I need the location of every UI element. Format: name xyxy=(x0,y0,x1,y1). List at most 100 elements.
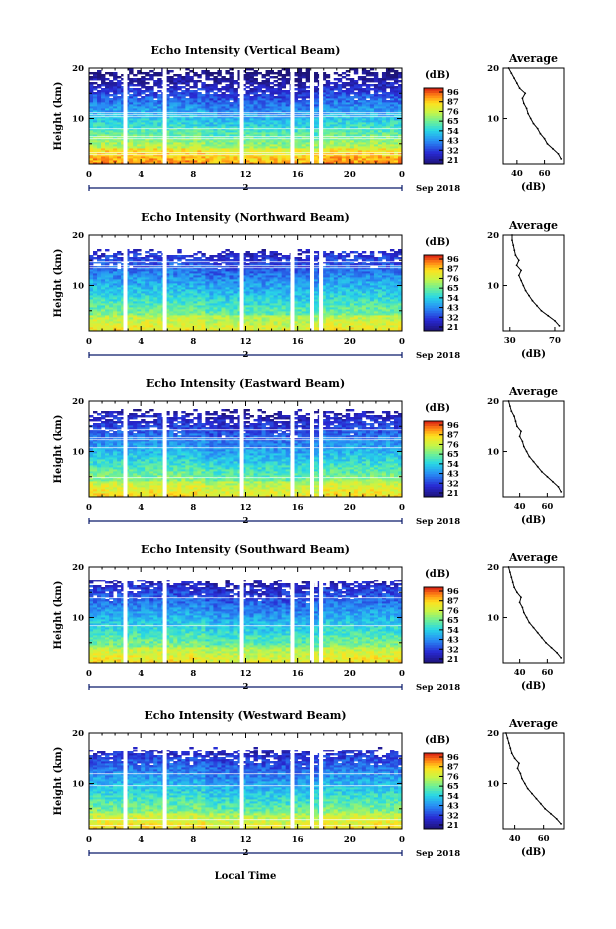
heatmap-cell xyxy=(369,148,375,151)
heatmap-cell xyxy=(253,130,258,133)
heatmap-cell xyxy=(253,160,258,163)
heatmap-cell xyxy=(329,112,335,115)
heatmap-cell xyxy=(253,108,258,111)
heatmap-cell xyxy=(109,106,114,109)
heatmap-cell xyxy=(277,132,283,135)
heatmap-cell xyxy=(97,158,102,161)
heatmap-cell xyxy=(365,100,371,103)
heatmap-cell xyxy=(281,90,287,93)
heatmap-cell xyxy=(137,114,142,117)
heatmap-cell xyxy=(373,132,379,135)
heatmap-cell xyxy=(281,140,287,143)
heatmap-cell xyxy=(157,162,162,165)
heatmap-cell xyxy=(213,154,218,157)
heatmap-cell xyxy=(209,110,214,113)
heatmap-cell xyxy=(225,94,230,97)
heatmap-cell xyxy=(101,116,106,119)
heatmap-cell xyxy=(141,128,146,131)
heatmap-cell xyxy=(137,98,142,101)
heatmap-cell xyxy=(377,154,383,157)
heatmap-cell xyxy=(261,130,266,133)
heatmap-cell xyxy=(281,126,287,129)
heatmap-cell xyxy=(305,142,311,145)
heatmap-cell xyxy=(325,112,331,115)
heatmap-cell xyxy=(165,120,170,123)
heatmap-cell xyxy=(325,116,331,119)
heatmap-cell xyxy=(321,152,327,155)
heatmap-cell xyxy=(185,140,190,143)
heatmap-cell xyxy=(385,82,391,85)
heatmap-cell xyxy=(117,106,122,109)
heatmap-cell xyxy=(337,120,343,123)
heatmap-cell xyxy=(181,162,186,165)
heatmap-cell xyxy=(345,140,351,143)
heatmap-cell xyxy=(301,82,307,85)
heatmap-cell xyxy=(197,128,202,131)
heatmap-cell xyxy=(137,78,142,81)
heatmap-cell xyxy=(105,142,110,145)
heatmap-cell xyxy=(301,154,307,157)
heatmap-cell xyxy=(281,116,287,119)
colorbar-segment xyxy=(424,133,443,137)
heatmap-cell xyxy=(189,118,194,121)
profile-x-tick-label: 60 xyxy=(539,169,551,179)
heatmap-cell xyxy=(97,142,102,145)
heatmap-cell xyxy=(233,146,238,149)
colorbar-segment xyxy=(424,93,443,96)
heatmap-cell xyxy=(209,132,214,135)
heatmap-cell xyxy=(249,150,254,153)
heatmap-cell xyxy=(109,134,114,137)
heatmap-cell xyxy=(217,156,222,159)
heatmap-cell xyxy=(169,106,174,109)
heatmap-cell xyxy=(321,142,327,145)
heatmap-cell xyxy=(373,134,379,137)
heatmap-cell xyxy=(281,118,287,121)
heatmap-cell xyxy=(377,146,383,149)
heatmap-cell xyxy=(357,146,363,149)
heatmap-cell xyxy=(205,136,210,139)
heatmap-cell xyxy=(385,142,391,145)
heatmap-cell xyxy=(137,142,142,145)
heatmap-cell xyxy=(185,130,190,133)
heatmap-cell xyxy=(165,130,170,133)
heatmap-cell xyxy=(361,114,367,117)
heatmap-cell xyxy=(273,144,278,147)
heatmap-cell xyxy=(153,142,158,145)
heatmap-cell xyxy=(193,118,198,121)
heatmap-cell xyxy=(277,118,283,121)
heatmap-cell xyxy=(321,134,327,137)
heatmap-cell xyxy=(277,122,283,125)
heatmap-cell xyxy=(193,150,198,153)
heatmap-cell xyxy=(121,152,126,155)
heatmap-cell xyxy=(157,122,162,125)
heatmap-cell xyxy=(385,160,391,163)
colorbar-tick-label: 54 xyxy=(447,127,459,137)
heatmap-cell xyxy=(369,140,375,143)
heatmap-cell xyxy=(257,146,262,149)
heatmap-cell xyxy=(113,160,118,163)
heatmap-cell xyxy=(393,134,399,137)
heatmap-cell xyxy=(381,120,387,123)
heatmap-cell xyxy=(349,96,355,99)
heatmap-cell xyxy=(217,132,222,135)
heatmap-cell xyxy=(393,116,399,119)
heatmap-cell xyxy=(153,154,158,157)
heatmap-cell xyxy=(361,120,367,123)
heatmap-cell xyxy=(113,116,118,119)
heatmap-cell xyxy=(257,154,262,157)
heatmap-cell xyxy=(209,112,214,115)
heatmap-cell xyxy=(129,150,134,153)
heatmap-cell xyxy=(109,150,114,153)
heatmap-cell xyxy=(329,160,335,163)
heatmap-cell xyxy=(313,158,319,161)
heatmap-cell xyxy=(249,130,254,133)
heatmap-cell xyxy=(357,162,363,165)
heatmap-cell xyxy=(349,122,355,125)
heatmap-cell xyxy=(341,114,347,117)
heatmap-cell xyxy=(117,96,122,99)
heatmap-cell xyxy=(133,146,138,149)
heatmap-cell xyxy=(145,124,150,127)
heatmap-cell xyxy=(129,142,134,145)
heatmap-cell xyxy=(385,134,391,137)
heatmap-cell xyxy=(173,118,178,121)
